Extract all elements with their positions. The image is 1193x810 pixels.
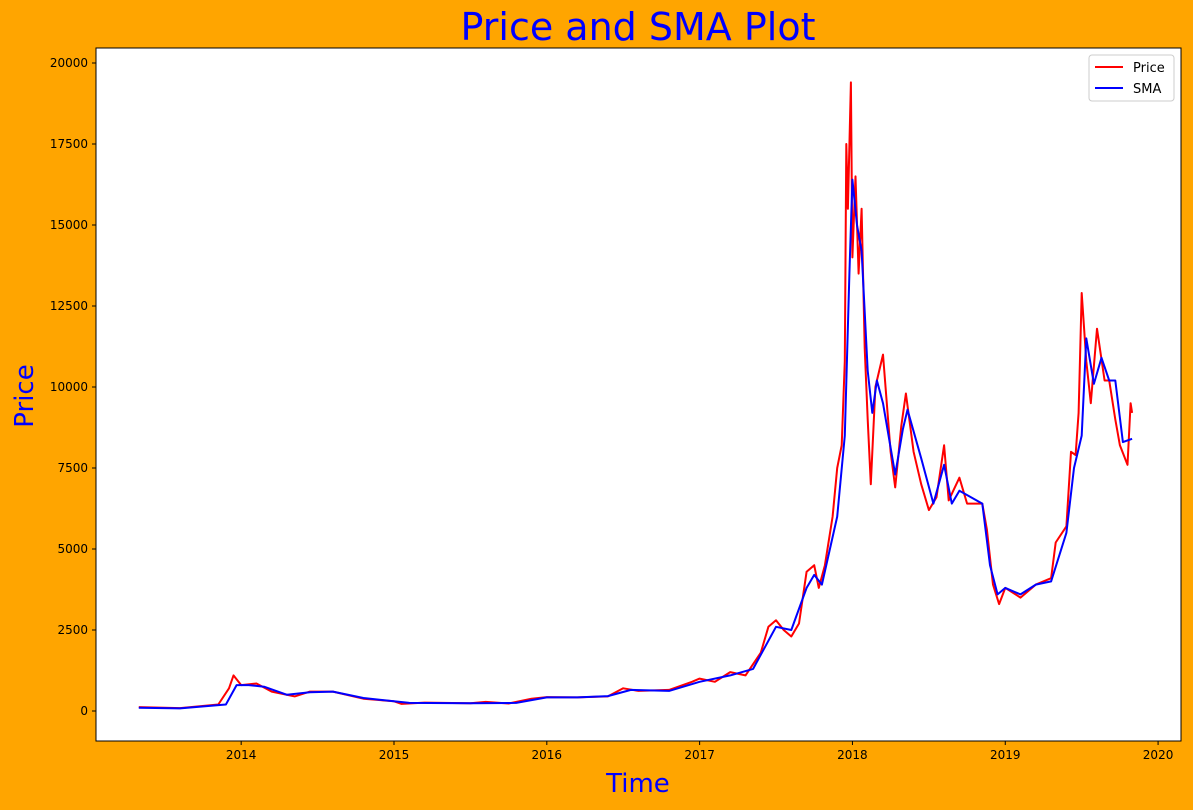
x-tick-label: 2020 [1143,748,1174,762]
x-tick-label: 2015 [379,748,410,762]
y-axis: 0 2500 5000 7500 10000 12500 15000 17500 20000 [50,56,96,718]
x-tick-label: 2018 [837,748,868,762]
y-tick-label: 0 [80,704,88,718]
y-tick-label: 20000 [50,56,88,70]
chart-title: Price and SMA Plot [461,5,816,49]
x-axis-label: Time [605,769,670,799]
plot-area [95,47,1182,742]
x-tick-label: 2019 [990,748,1021,762]
x-axis: 2014 2015 2016 2017 2018 2019 2020 [226,741,1173,762]
legend: Price SMA [1088,54,1175,102]
series-line-sma [138,178,1133,710]
x-tick-label: 2017 [684,748,715,762]
y-tick-label: 2500 [57,623,88,637]
x-tick-label: 2016 [532,748,563,762]
y-axis-label: Price [10,364,40,427]
legend-sma-label: SMA [1133,82,1161,97]
y-tick-label: 5000 [57,542,88,556]
legend-price-label: Price [1133,61,1165,76]
x-tick-label: 2014 [226,748,257,762]
y-tick-label: 10000 [50,380,88,394]
y-tick-label: 17500 [50,137,88,151]
y-tick-label: 12500 [50,299,88,313]
y-tick-label: 7500 [57,461,88,475]
y-tick-label: 15000 [50,218,88,232]
